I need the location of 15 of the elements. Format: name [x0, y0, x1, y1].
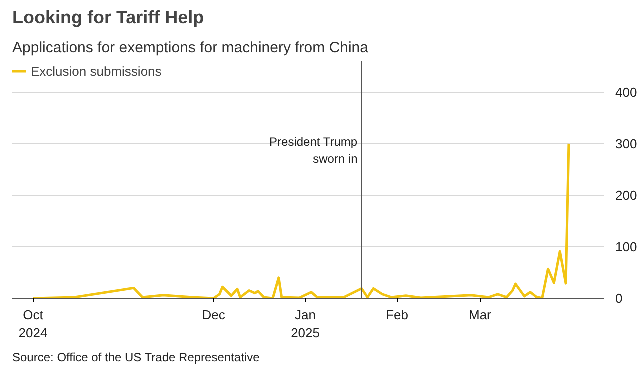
chart-subtitle: Applications for exemptions for machinery from China: [12, 40, 370, 56]
chart-title: Looking for Tariff Help: [12, 8, 204, 28]
x-tick-label: Jan 2025: [291, 308, 320, 340]
ref-line-label: President Trump sworn in: [270, 134, 358, 166]
y-tick-label: 200: [616, 188, 638, 203]
y-tick-label: 400: [616, 84, 638, 100]
x-tick-label: Oct 2024: [18, 308, 48, 340]
x-tick-label: Dec: [202, 308, 226, 322]
y-tick-label: 0: [616, 291, 623, 306]
source-note: Source: Office of the US Trade Representative: [12, 350, 260, 364]
y-tick-label: 300: [616, 136, 638, 152]
legend-label: Exclusion submissions: [31, 64, 162, 78]
y-tick-label: 100: [616, 239, 638, 254]
x-tick-label: Mar: [468, 308, 492, 322]
x-tick-label: Feb: [386, 308, 409, 322]
